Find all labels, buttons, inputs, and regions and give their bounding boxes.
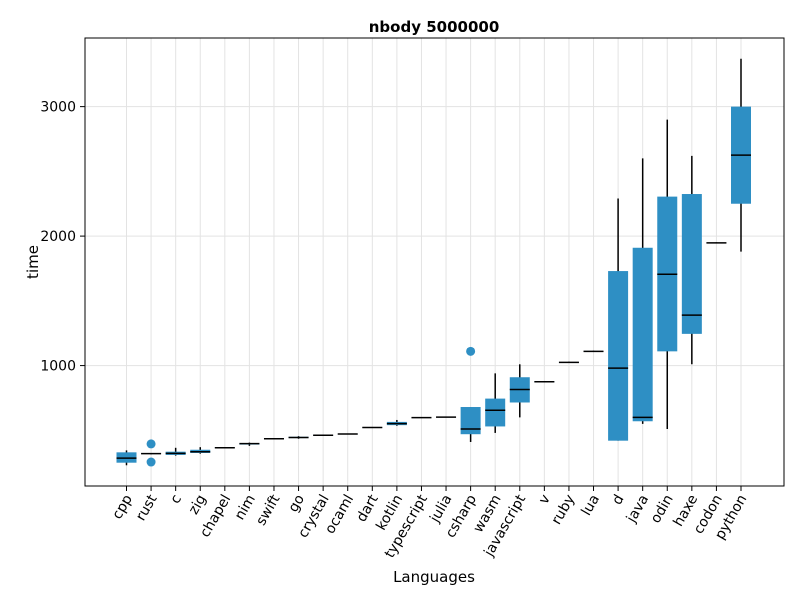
outlier-point (466, 346, 476, 356)
y-tick-label: 1000 (40, 359, 76, 375)
box-body (608, 271, 629, 441)
x-tick-label: go (285, 492, 308, 515)
x-axis-label: Languages (393, 568, 475, 586)
box-body (460, 407, 481, 435)
outlier-point (146, 457, 156, 467)
y-axis-label: time (24, 245, 42, 279)
box-body (632, 247, 653, 422)
box-layer (116, 58, 751, 467)
box-body (485, 398, 506, 427)
y-tick-label: 3000 (40, 100, 76, 116)
plot-frame (84, 37, 785, 487)
y-tick-label: 2000 (40, 229, 76, 245)
chart-title: nbody 5000000 (369, 18, 500, 36)
outlier-point (146, 439, 156, 449)
box-body (681, 194, 702, 334)
